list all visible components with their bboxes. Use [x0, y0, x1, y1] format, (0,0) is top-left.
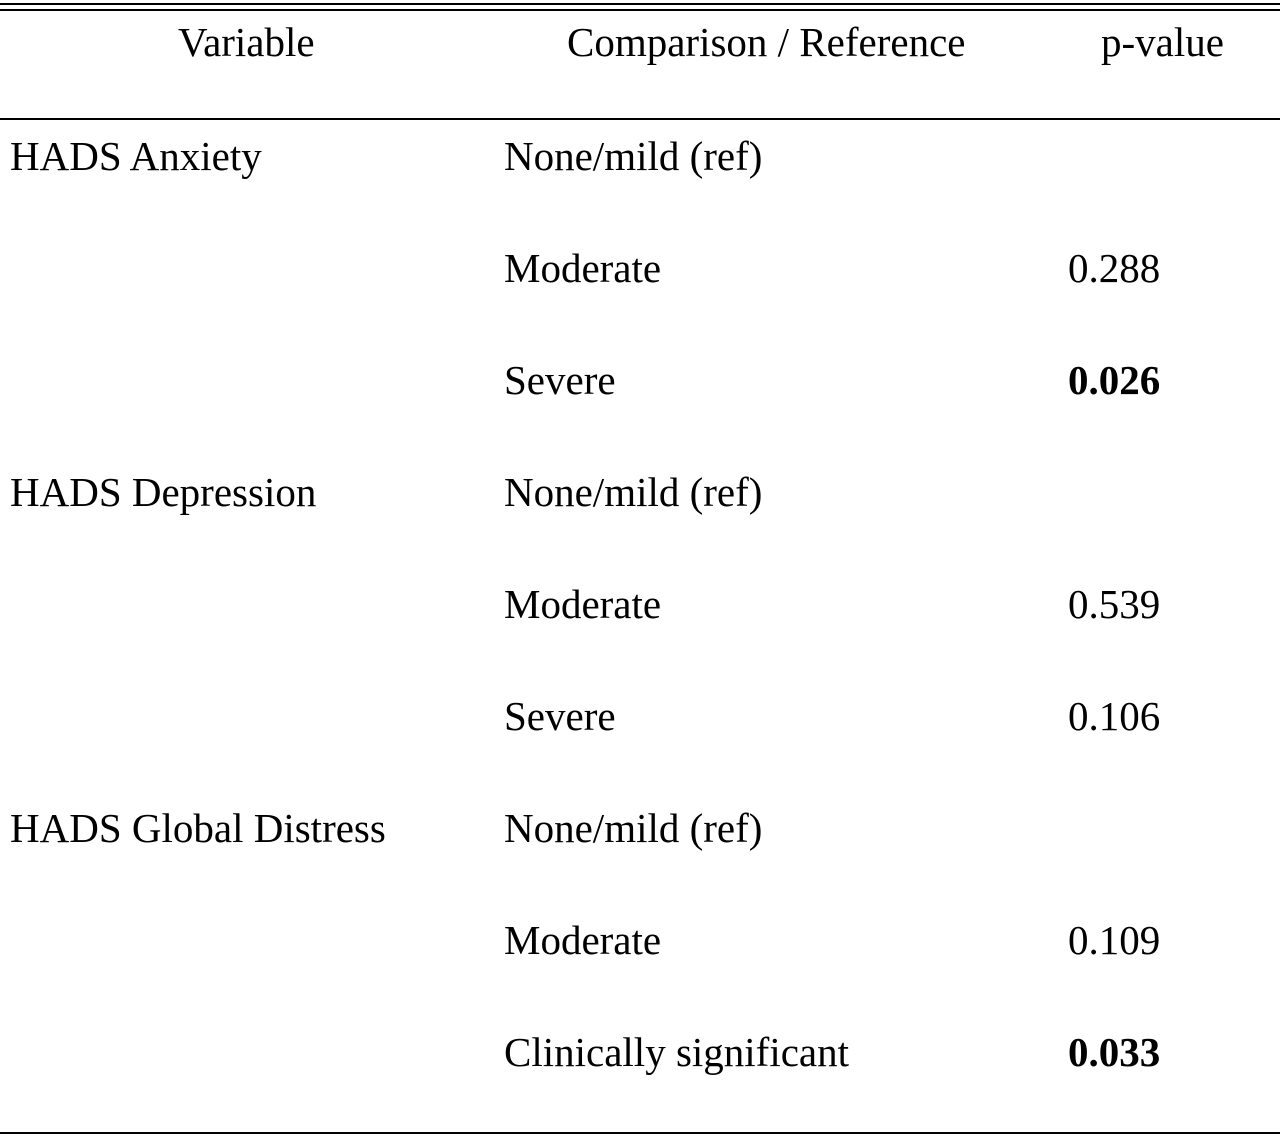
- row-pvalue: 0.539: [1068, 581, 1161, 627]
- row-comparison: Moderate: [504, 917, 662, 963]
- row-comparison: None/mild (ref): [504, 805, 763, 851]
- row-comparison: None/mild (ref): [504, 133, 763, 179]
- row-pvalue-significant: 0.026: [1068, 357, 1161, 403]
- header-comparison: Comparison / Reference: [567, 19, 966, 65]
- row-comparison: Moderate: [504, 245, 662, 291]
- row-pvalue: 0.109: [1068, 917, 1161, 963]
- header-bottom-rule: [0, 118, 1280, 120]
- header-pvalue: p-value: [1101, 19, 1224, 65]
- header-variable: Variable: [178, 19, 315, 65]
- row-comparison: Severe: [504, 693, 616, 739]
- row-variable: HADS Depression: [10, 469, 317, 515]
- row-pvalue: 0.106: [1068, 693, 1161, 739]
- row-variable: HADS Anxiety: [10, 133, 262, 179]
- row-pvalue-significant: 0.033: [1068, 1029, 1161, 1075]
- row-variable: HADS Global Distress: [10, 805, 386, 851]
- row-pvalue: 0.288: [1068, 245, 1161, 291]
- row-comparison: Severe: [504, 357, 616, 403]
- row-comparison: None/mild (ref): [504, 469, 763, 515]
- row-comparison: Clinically significant: [504, 1029, 850, 1075]
- table-top-rule: [0, 3, 1280, 5]
- row-comparison: Moderate: [504, 581, 662, 627]
- table-top-rule-inner: [0, 9, 1280, 11]
- table-bottom-rule: [0, 1132, 1280, 1134]
